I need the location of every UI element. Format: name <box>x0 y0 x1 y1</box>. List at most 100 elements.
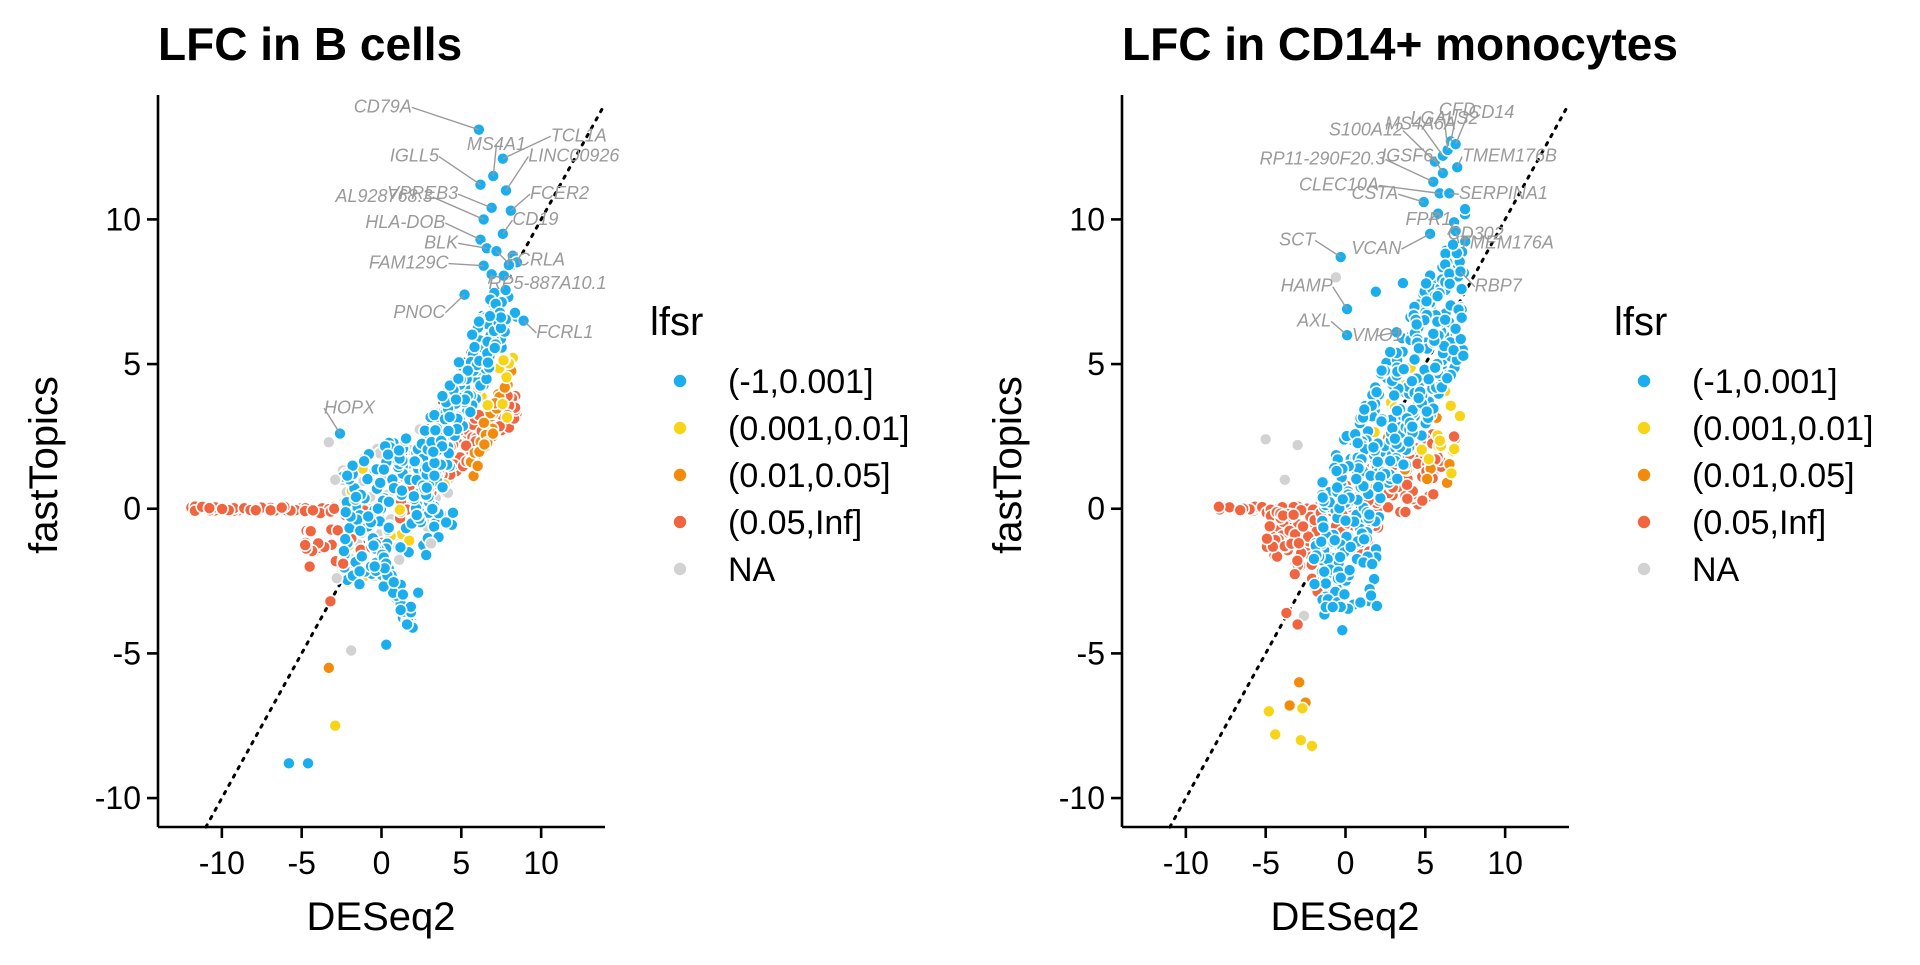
data-point <box>1366 440 1381 455</box>
x-tick-label: 10 <box>523 845 559 881</box>
data-point <box>1349 472 1364 486</box>
data-point <box>337 544 351 558</box>
data-point <box>452 355 466 370</box>
data-point <box>1317 564 1332 579</box>
data-point <box>379 637 394 652</box>
data-point <box>1286 508 1301 522</box>
data-point <box>355 549 369 564</box>
axes: -10 -5 0 5 10 -10 -5 0 5 10 <box>95 95 605 881</box>
data-point <box>1287 567 1302 581</box>
data-point <box>427 456 442 470</box>
gene-label: TMEM176B <box>1462 146 1557 166</box>
legend-label-1: (-1,0.001] <box>728 363 874 401</box>
data-point <box>1426 487 1441 502</box>
data-point <box>399 431 413 446</box>
legend-swatch-2 <box>1636 420 1652 436</box>
data-point <box>1398 505 1413 519</box>
gene-label: CD14 <box>1468 102 1514 122</box>
points <box>184 122 531 771</box>
gene-label: PNOC <box>393 302 446 322</box>
label-leader-line <box>1428 213 1439 221</box>
data-point <box>1337 587 1352 602</box>
data-point <box>1400 492 1415 506</box>
data-point <box>487 341 502 355</box>
data-point <box>1336 492 1350 507</box>
data-point <box>1296 519 1310 534</box>
gene-label: AL928768.3 <box>334 186 432 206</box>
data-point <box>1314 534 1329 549</box>
y-axis-title: fastTopics <box>22 376 66 554</box>
data-point <box>502 258 516 272</box>
data-point <box>393 603 408 617</box>
data-point <box>486 426 500 441</box>
gene-label: HOPX <box>324 397 376 417</box>
data-point <box>367 559 382 574</box>
gene-label: TMEM176A <box>1459 232 1554 252</box>
legend-label-5: NA <box>1692 551 1740 589</box>
gene-label: CFD <box>1439 99 1476 119</box>
data-point <box>1453 409 1467 423</box>
data-point <box>249 503 263 518</box>
x-tick-label: 10 <box>1487 845 1523 881</box>
data-point <box>1426 326 1441 341</box>
data-point <box>1442 277 1457 291</box>
data-point <box>459 438 473 453</box>
data-point <box>1419 294 1434 309</box>
data-point <box>215 502 229 516</box>
data-point <box>306 503 320 518</box>
data-point <box>1458 202 1472 216</box>
label-leader-line <box>1447 221 1455 235</box>
label-leader-line <box>1449 192 1459 195</box>
legend-label-4: (0.05,Inf] <box>728 504 862 542</box>
data-point <box>274 500 289 515</box>
data-point <box>1421 452 1436 466</box>
label-leader-line <box>1397 193 1424 203</box>
data-point <box>435 480 450 495</box>
gene-label: RP5-887A10.1 <box>488 273 606 293</box>
gene-label: VPREB3 <box>387 183 458 203</box>
label-leader-line <box>445 222 481 241</box>
data-point <box>409 508 424 522</box>
data-point <box>1279 606 1294 620</box>
data-point <box>1419 276 1433 291</box>
gene-label: HAMP <box>1281 276 1333 296</box>
label-leader-line <box>1378 184 1440 195</box>
legend-entry-1: (-1,0.001] <box>672 363 874 401</box>
axes: -10 -5 0 5 10 -10 -5 0 5 10 <box>1059 95 1569 881</box>
data-point <box>442 410 457 424</box>
label-leader-line <box>1443 118 1449 151</box>
data-point <box>1390 471 1405 486</box>
data-point <box>1407 352 1422 367</box>
data-point <box>377 462 391 477</box>
legend-entry-4: (0.05,Inf] <box>1636 504 1826 542</box>
data-point <box>393 502 407 517</box>
gene-label: LGALS2 <box>1410 108 1478 128</box>
gene-label: CLEC10A <box>1299 174 1379 194</box>
data-point <box>1440 371 1455 386</box>
data-point <box>1305 739 1319 753</box>
legend-label-3: (0.01,0.05] <box>1692 457 1855 495</box>
legend-entry-3: (0.01,0.05] <box>1636 457 1855 495</box>
y-tick-label: 0 <box>123 491 141 527</box>
data-point <box>428 423 443 438</box>
legend-entry-5: NA <box>672 551 776 589</box>
data-point <box>1373 491 1388 505</box>
x-axis-title: DESeq2 <box>1271 895 1420 939</box>
data-point <box>1409 317 1424 332</box>
data-point <box>407 454 422 469</box>
label-leader-line <box>411 106 480 131</box>
data-point <box>1295 701 1310 716</box>
data-point <box>1357 402 1372 417</box>
data-point <box>1315 490 1330 505</box>
data-point <box>1212 499 1226 514</box>
y-tick-label: 5 <box>123 346 141 382</box>
data-point <box>472 314 486 329</box>
data-point <box>477 415 491 430</box>
chart-title: LFC in CD14+ monocytes <box>1122 18 1678 70</box>
label-leader-line <box>438 155 481 186</box>
data-point <box>1383 454 1397 468</box>
data-point <box>1258 432 1273 447</box>
data-point <box>1400 478 1414 492</box>
y-tick-label: 0 <box>1087 491 1105 527</box>
